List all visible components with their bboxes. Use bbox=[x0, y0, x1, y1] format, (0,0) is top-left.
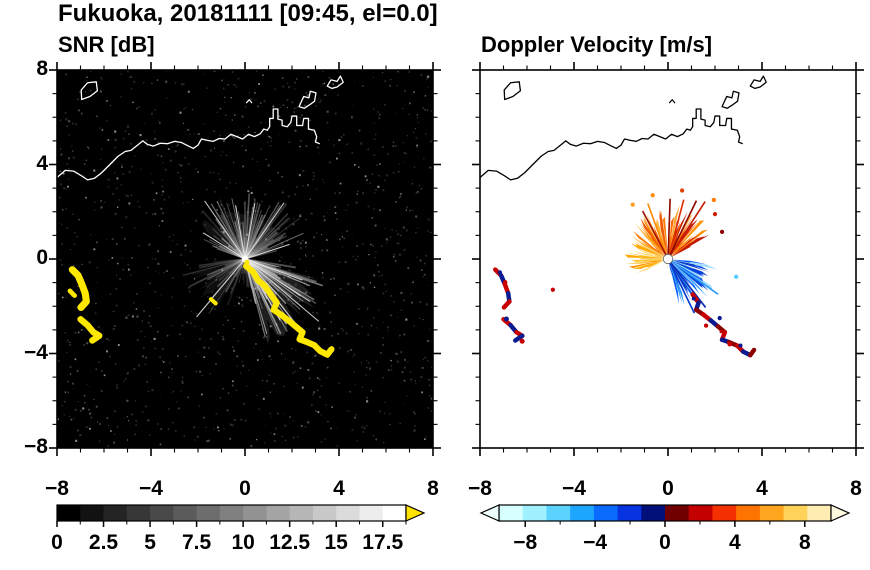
coastline bbox=[480, 108, 743, 181]
snr-radar-image bbox=[57, 70, 433, 448]
coastline-islet bbox=[668, 98, 676, 104]
doppler-colorbar-tick-label: 4 bbox=[729, 531, 741, 554]
coastline-island bbox=[298, 90, 317, 109]
snr-colorbar-tick-label: 5 bbox=[144, 531, 156, 554]
coastline-island bbox=[326, 75, 344, 90]
coastline-islet bbox=[245, 98, 253, 104]
snr-colorbar-over-arrow bbox=[405, 504, 426, 522]
snr-colorbar-tick-label: 15 bbox=[324, 531, 348, 554]
x-tick-label: −8 bbox=[468, 477, 492, 500]
y-tick-label: 0 bbox=[36, 246, 48, 269]
coastline-island bbox=[80, 81, 99, 101]
radar-site-marker bbox=[662, 253, 674, 265]
x-tick-label: 4 bbox=[333, 477, 345, 500]
x-tick-label: 8 bbox=[427, 477, 439, 500]
x-tick-label: −8 bbox=[45, 477, 69, 500]
y-tick-label: −8 bbox=[24, 435, 48, 458]
doppler-outlier-dots bbox=[550, 188, 739, 328]
snr-plot-frame bbox=[49, 62, 441, 456]
snr-colorbar-tick-label: 2.5 bbox=[88, 531, 119, 554]
coastline-island bbox=[749, 75, 767, 90]
snr-colorbar bbox=[56, 504, 426, 527]
x-tick-label: 0 bbox=[239, 477, 251, 500]
y-tick-label: −4 bbox=[24, 340, 48, 364]
snr-panel-title: SNR [dB] bbox=[58, 32, 155, 57]
doppler-colorbar-tick-label: 8 bbox=[798, 531, 811, 554]
x-tick-label: 8 bbox=[850, 477, 862, 500]
doppler-colorbar-tick-label: −4 bbox=[583, 531, 608, 554]
doppler-velocity-fans bbox=[624, 198, 719, 314]
coastline-island bbox=[721, 90, 740, 109]
axis-ticks bbox=[49, 62, 441, 456]
snr-colorbar-tick-label: 17.5 bbox=[362, 531, 404, 554]
y-tick-label: 8 bbox=[36, 57, 48, 80]
x-tick-label: −4 bbox=[562, 477, 586, 500]
snr-colorbar-tick-label: 10 bbox=[231, 531, 255, 554]
doppler-colorbar-over-arrow bbox=[830, 504, 851, 522]
axis-ticks bbox=[472, 62, 864, 456]
doppler-plot-frame bbox=[472, 62, 864, 456]
coastline bbox=[57, 108, 320, 181]
figure-title: Fukuoka, 20181111 [09:45, el=0.0] bbox=[58, 0, 438, 27]
doppler-colorbar bbox=[479, 504, 851, 527]
y-tick-label: 4 bbox=[36, 151, 48, 175]
doppler-speckle-chains bbox=[493, 267, 757, 358]
coastline-island bbox=[503, 81, 522, 101]
doppler-radar-image bbox=[480, 70, 856, 448]
snr-colorbar-tick-label: 0 bbox=[51, 531, 63, 554]
x-tick-label: 0 bbox=[662, 477, 674, 500]
snr-colorbar-tick-label: 7.5 bbox=[181, 531, 212, 554]
snr-high-return-arcs bbox=[67, 263, 335, 358]
doppler-panel-title: Doppler Velocity [m/s] bbox=[481, 32, 713, 57]
x-tick-label: 4 bbox=[756, 477, 768, 500]
snr-colorbar-tick-label: 12.5 bbox=[269, 531, 311, 554]
x-tick-label: −4 bbox=[139, 477, 163, 500]
doppler-colorbar-tick-label: 0 bbox=[659, 531, 671, 554]
doppler-colorbar-tick-label: −8 bbox=[513, 531, 538, 554]
doppler-colorbar-under-arrow bbox=[479, 504, 500, 522]
